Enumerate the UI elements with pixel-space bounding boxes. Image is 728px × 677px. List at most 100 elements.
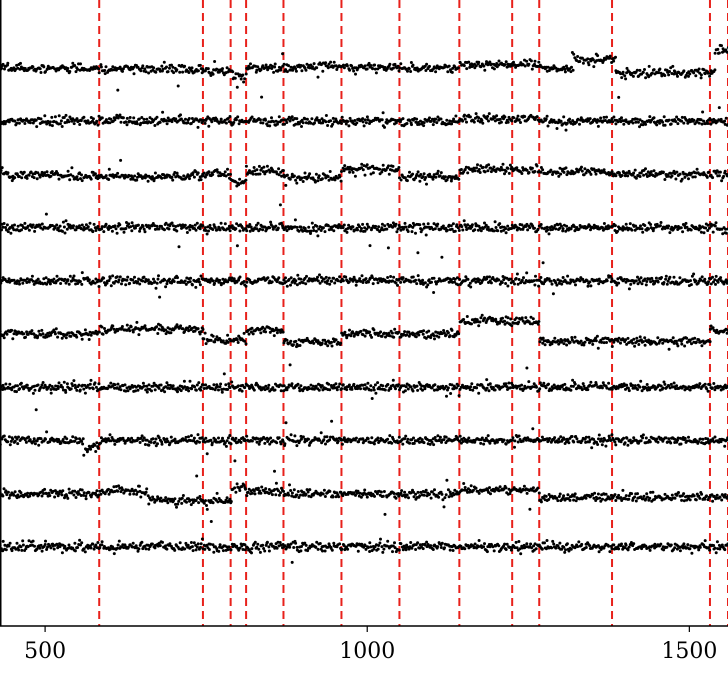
data-point	[434, 175, 438, 179]
data-point	[358, 277, 362, 281]
data-point	[158, 120, 162, 124]
data-point	[62, 380, 66, 384]
data-point	[399, 62, 403, 66]
data-point	[49, 391, 53, 395]
data-point	[48, 123, 52, 127]
data-point	[353, 119, 357, 122]
data-point	[424, 176, 428, 179]
data-point	[197, 277, 201, 281]
data-point	[290, 382, 294, 386]
data-point	[510, 119, 514, 123]
data-point	[266, 68, 270, 72]
data-point	[709, 118, 713, 122]
data-point	[409, 280, 413, 284]
data-point	[18, 67, 22, 71]
data-point	[517, 118, 521, 122]
data-point	[614, 174, 618, 178]
data-point	[332, 276, 336, 280]
data-point	[170, 221, 174, 225]
data-point	[1, 62, 5, 66]
data-point	[111, 65, 115, 69]
data-point	[301, 180, 305, 183]
data-point	[365, 163, 369, 167]
data-point	[242, 280, 246, 283]
data-point	[292, 174, 296, 178]
data-point	[221, 67, 224, 71]
data-point	[58, 122, 62, 126]
data-point	[517, 320, 521, 324]
data-point	[99, 63, 103, 67]
data-point	[273, 62, 277, 66]
data-point	[165, 65, 168, 69]
data-point	[83, 391, 87, 395]
data-point	[565, 64, 568, 68]
data-point	[717, 51, 721, 55]
data-point	[49, 174, 53, 178]
data-point	[455, 223, 459, 227]
data-point	[359, 387, 362, 391]
data-point	[300, 118, 304, 122]
data-point	[643, 68, 646, 71]
data-point	[165, 282, 169, 286]
data-point	[630, 228, 634, 232]
data-point	[199, 388, 203, 392]
data-point	[236, 115, 240, 119]
data-point	[341, 279, 345, 283]
data-point	[489, 170, 493, 174]
data-point	[367, 225, 371, 229]
data-point	[550, 282, 554, 286]
data-point	[75, 175, 79, 179]
data-point	[277, 68, 280, 72]
data-point	[693, 336, 697, 340]
data-point	[157, 327, 161, 331]
data-point	[251, 332, 255, 336]
data-point	[183, 279, 187, 283]
data-point	[331, 122, 335, 126]
data-point	[183, 64, 187, 68]
data-point	[363, 118, 367, 122]
data-point	[55, 223, 59, 227]
data-point	[619, 72, 622, 76]
data-point	[643, 277, 647, 281]
data-point	[379, 330, 383, 334]
data-point	[658, 67, 662, 71]
data-point	[580, 169, 584, 173]
data-point	[264, 330, 268, 334]
data-point	[724, 116, 728, 120]
data-point	[454, 174, 458, 178]
data-point	[280, 174, 284, 178]
data-point	[202, 171, 206, 175]
data-point	[295, 117, 299, 121]
data-point	[190, 387, 194, 391]
data-point	[308, 66, 312, 70]
data-point	[184, 117, 187, 121]
data-point	[330, 279, 334, 283]
data-point	[487, 163, 491, 167]
data-point	[224, 121, 228, 125]
data-point	[529, 59, 533, 63]
data-point	[364, 277, 368, 281]
data-point	[345, 230, 349, 234]
data-point	[220, 69, 224, 73]
data-point	[71, 117, 75, 121]
data-point	[238, 177, 242, 181]
data-point	[399, 178, 403, 182]
data-point	[711, 230, 715, 234]
data-point	[362, 124, 366, 128]
data-point	[596, 346, 600, 350]
data-point	[172, 280, 176, 283]
data-point	[204, 342, 208, 346]
data-point	[102, 230, 106, 234]
data-point	[244, 72, 248, 76]
data-point	[327, 62, 331, 66]
data-point	[72, 274, 76, 278]
data-point	[410, 230, 414, 234]
data-point	[469, 285, 473, 289]
data-point	[316, 75, 320, 79]
data-point	[326, 279, 330, 283]
data-point	[217, 70, 221, 74]
data-point	[668, 70, 671, 73]
data-point	[120, 282, 123, 286]
data-point	[131, 330, 135, 334]
data-point	[3, 122, 7, 126]
